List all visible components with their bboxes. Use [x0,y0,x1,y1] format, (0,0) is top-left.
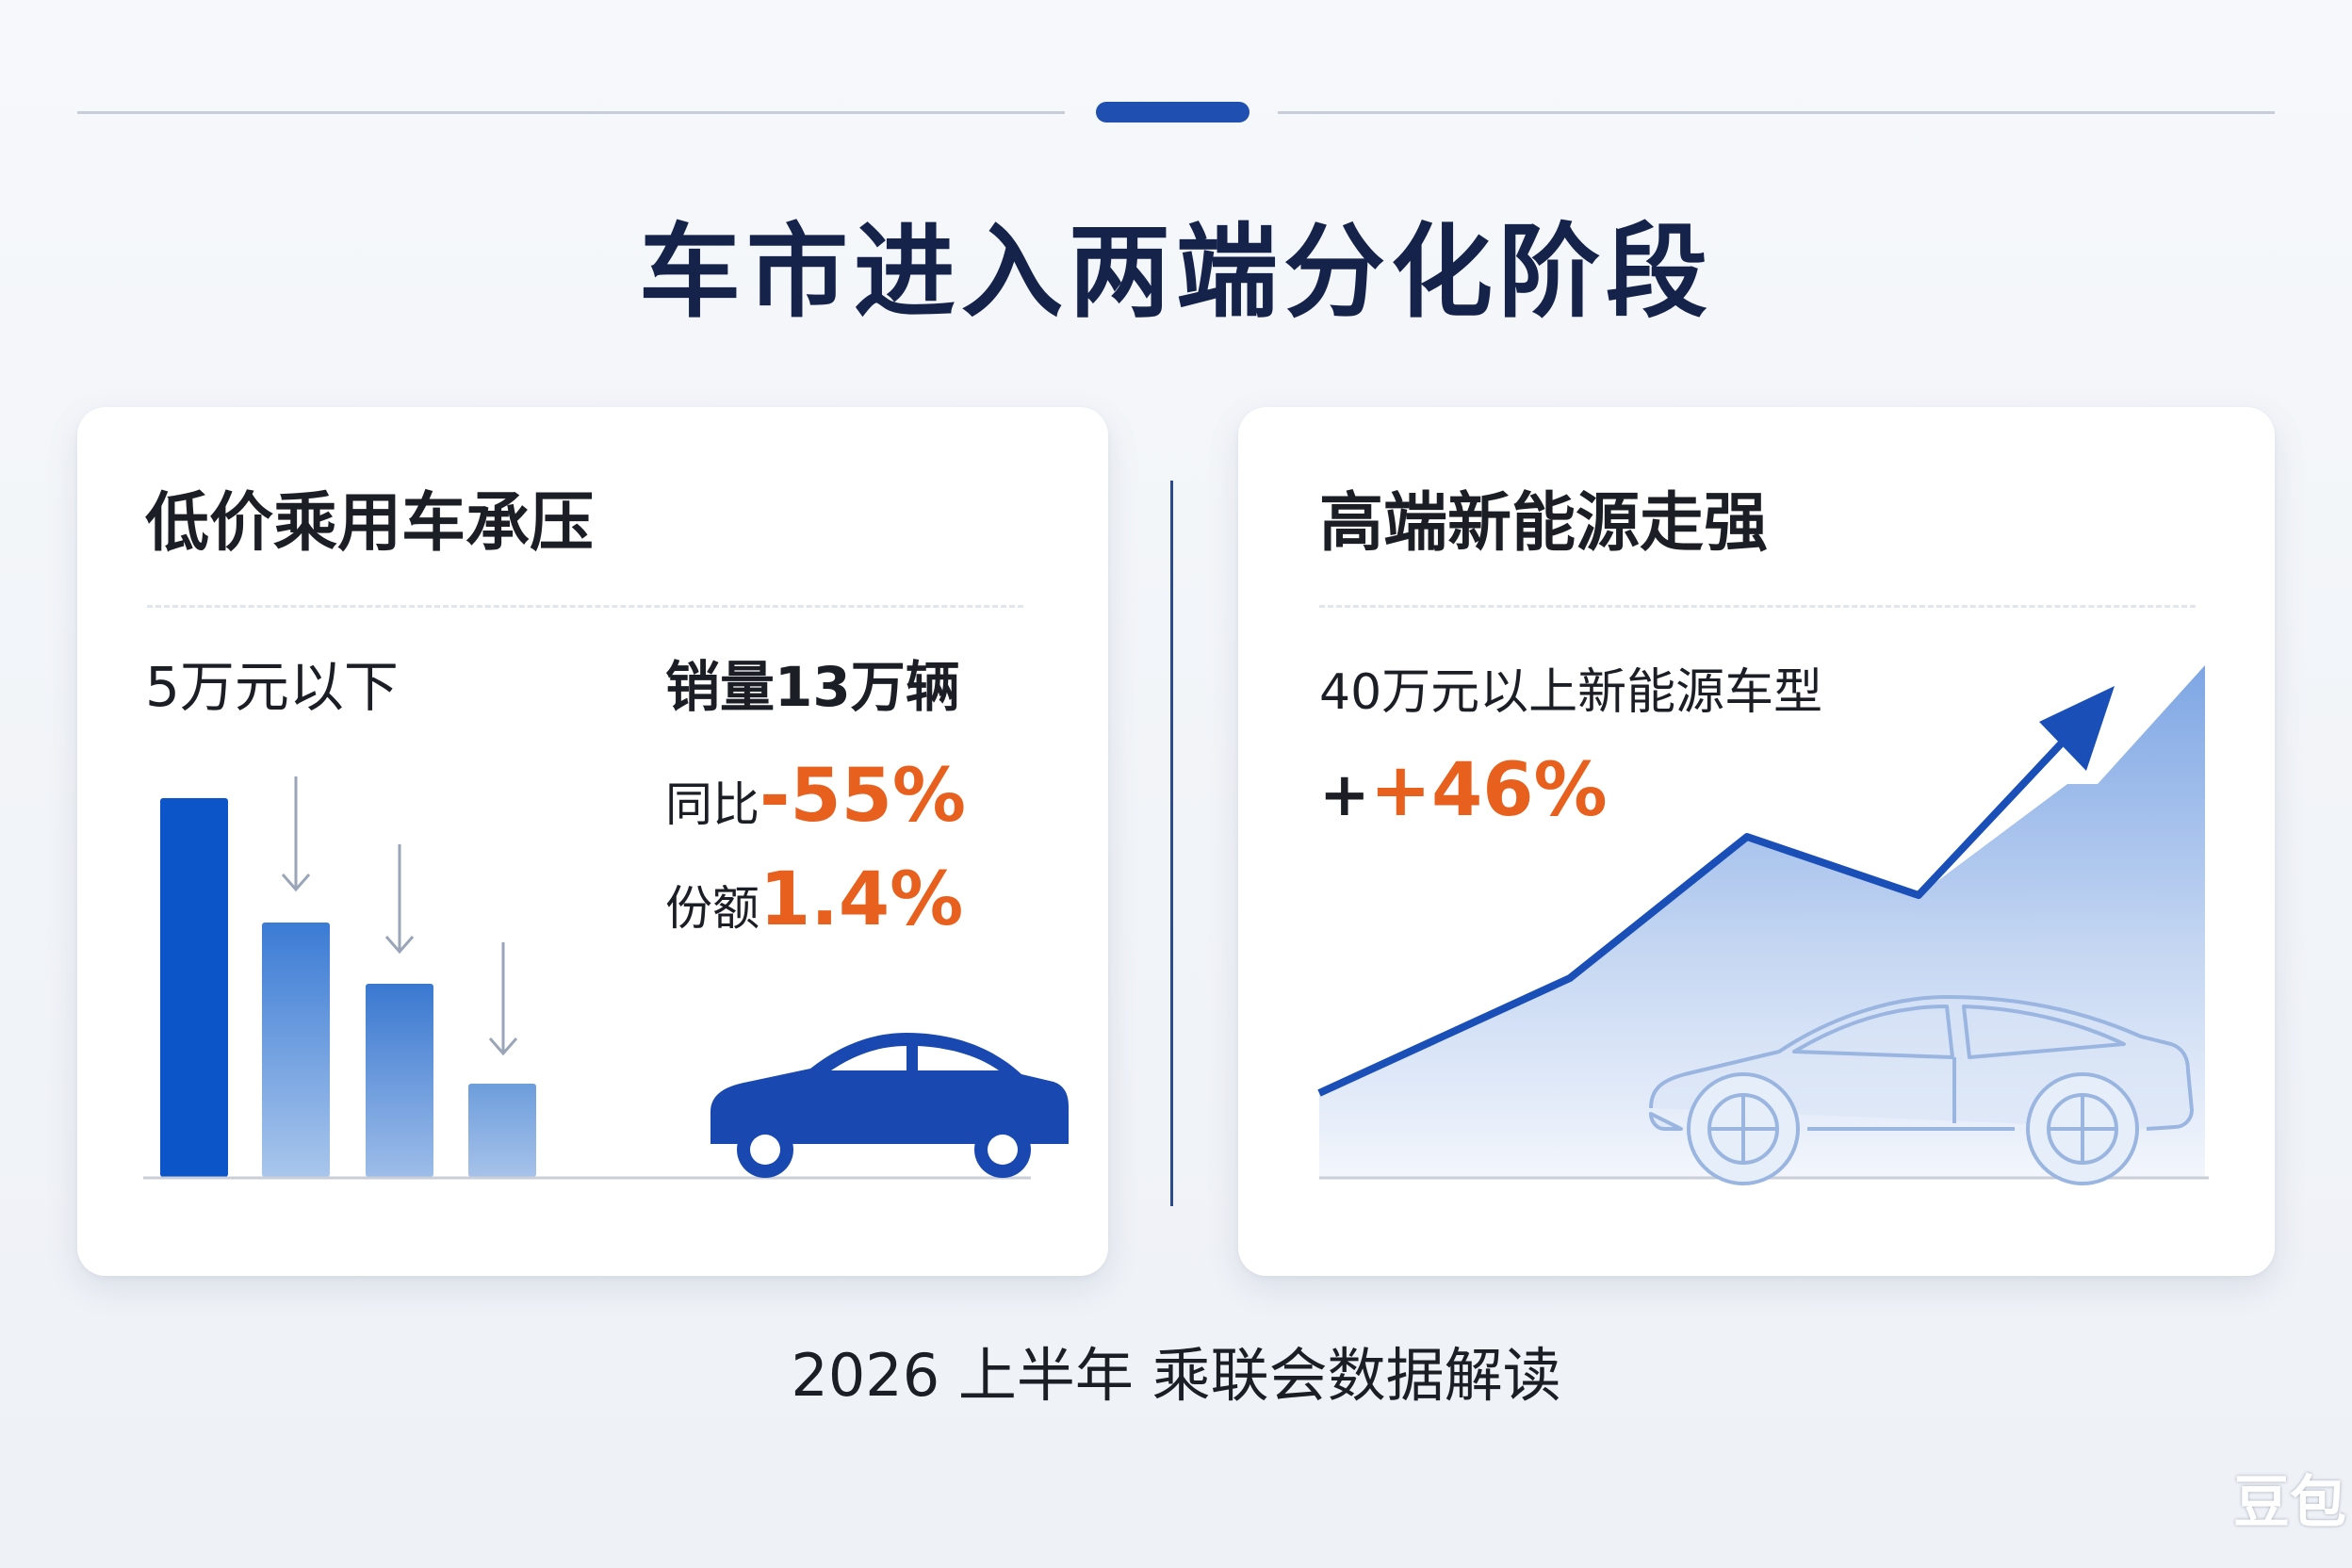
left-card-title: 低价乘用车承压 [145,486,595,561]
down-arrow-icon [488,942,518,1056]
bar-1 [160,798,228,1177]
left-share-value: 1.4% [760,858,964,942]
right-growth-row: ++46% [1319,748,1608,838]
car-outline-icon [1649,995,2194,1185]
right-growth-prefix: + [1319,760,1370,830]
right-card-title: 高端新能源走强 [1319,486,1769,561]
bar-3 [366,984,433,1177]
right-card-divider [1319,605,2196,608]
left-yoy-prefix: 同比 [665,777,760,832]
down-arrow-icon [281,776,311,892]
car-icon [710,1033,1069,1178]
left-card-divider [147,605,1023,608]
right-growth-chart [1317,665,2209,1185]
footer-caption: 2026 上半年 乘联会数据解读 [791,1341,1561,1410]
left-sales-label: 销量13万辆 [665,655,960,719]
left-segment-label: 5万元以下 [145,655,399,719]
left-yoy-value: -55% [760,754,967,839]
right-growth-value: +46% [1369,748,1608,833]
growth-line [1317,734,2070,1097]
left-share-prefix: 份额 [665,881,760,936]
bar-4 [468,1084,536,1177]
center-divider [1170,481,1173,1206]
left-share-row: 份额1.4% [665,858,963,942]
left-yoy-row: 同比-55% [665,754,966,839]
top-rule-right [1278,111,2275,114]
arrow-up-icon [2039,686,2115,771]
bar-2 [262,923,330,1177]
watermark-logo: 豆包 [2233,1470,2346,1536]
down-arrow-icon [384,844,415,955]
top-accent-bar [1096,102,1250,122]
left-bar-chart [143,776,1069,1180]
page-title: 车市进入两端分化阶段 [638,214,1713,332]
left-card: 低价乘用车承压 5万元以下 销量13万辆 同比-55% 份额1.4% [77,407,1108,1276]
right-card: 高端新能源走强 40万元以上新能源车型 ++46% [1238,407,2275,1276]
top-rule-left [77,111,1065,114]
right-segment-label: 40万元以上新能源车型 [1319,664,1823,721]
